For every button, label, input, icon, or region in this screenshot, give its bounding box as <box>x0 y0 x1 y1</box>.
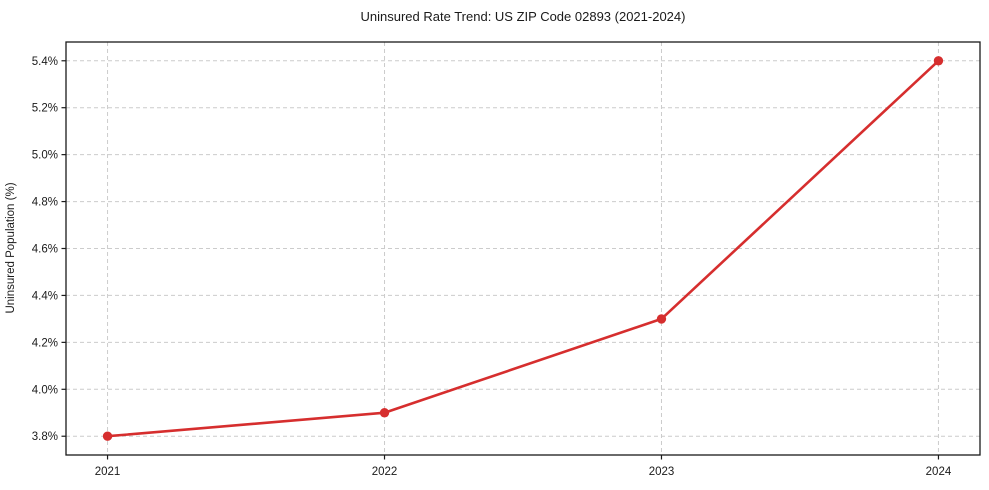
y-tick-label: 4.6% <box>32 244 58 256</box>
chart-title: Uninsured Rate Trend: US ZIP Code 02893 … <box>361 9 686 24</box>
y-tick-label: 3.8% <box>32 431 58 443</box>
data-point-marker <box>379 408 390 418</box>
y-axis-label: Uninsured Population (%) <box>5 182 17 313</box>
y-tick-label: 5.4% <box>32 56 58 68</box>
x-tick-label: 2023 <box>649 466 675 478</box>
data-point-marker <box>933 56 944 66</box>
x-tick-label: 2022 <box>372 466 398 478</box>
x-tick-label: 2021 <box>95 466 121 478</box>
y-tick-label: 5.0% <box>32 150 58 162</box>
data-series-line <box>106 59 940 438</box>
data-point-marker <box>102 431 113 441</box>
y-tick-label: 4.2% <box>32 337 58 349</box>
y-tick-label: 4.4% <box>32 290 58 302</box>
x-tick-label: 2024 <box>926 466 952 478</box>
y-tick-label: 5.2% <box>32 103 58 115</box>
y-tick-label: 4.8% <box>32 197 58 209</box>
data-point-marker <box>656 314 667 324</box>
y-tick-label: 4.0% <box>32 384 58 396</box>
plot-area: 3.8% 4.0% 4.2% 4.4% 4.6% 4.8% 5.0% 5.2% 5.4% 2021… <box>32 41 981 478</box>
